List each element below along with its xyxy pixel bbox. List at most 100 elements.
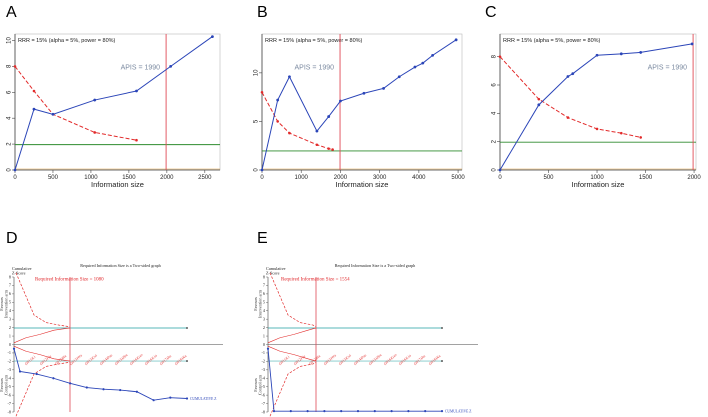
- tsa-boundary-upper: [15, 272, 71, 328]
- boundary-point: [315, 143, 319, 147]
- x-tick-label: 5000: [451, 175, 465, 181]
- tsa-favours-top: FavoursIntervention arm: [0, 289, 9, 318]
- tsa-end-label: CUMULATIVE Z: [445, 410, 471, 414]
- cumulative-z-point: [690, 42, 694, 46]
- cumulative-z-point: [498, 168, 502, 172]
- tsa-y-tick-label: -4: [262, 376, 266, 381]
- apis-label: APIS = 1990: [295, 64, 335, 71]
- tsa-z-label-line: Cumulative: [266, 266, 286, 271]
- x-tick-label: 2500: [198, 175, 212, 181]
- x-tick-label: 0: [260, 175, 264, 181]
- cumulative-z-point: [421, 61, 425, 65]
- tsa-y-tick-label: 4: [9, 308, 12, 313]
- tsa-study-label: (2017)Jin: [159, 354, 172, 366]
- tsa-y-tick-label: 0: [9, 342, 11, 347]
- tsa-y-tick-label: -8: [262, 409, 266, 414]
- tsa-study-label: (2015)Zhu: [114, 353, 129, 366]
- x-tick-label: 1500: [639, 175, 653, 181]
- y-tick-label: 5: [254, 119, 260, 123]
- cumulative-z-point: [169, 64, 173, 68]
- cumulative-z-point: [260, 168, 264, 172]
- boundary-point: [639, 136, 642, 139]
- tsa-study-label: (2013)Cui: [84, 353, 98, 366]
- cumulative-z-point: [211, 35, 214, 38]
- y-tick-label: 0: [7, 168, 13, 172]
- tsa-ris-label: Required Information Size = 1554: [281, 278, 350, 283]
- y-tick-label: 8: [7, 64, 13, 68]
- tsa-favours-top-line: Intervention arm: [258, 289, 263, 318]
- x-tick-label: 0: [13, 175, 17, 181]
- cumulative-z-line: [14, 36, 213, 171]
- tsa-favours-top-line: Intervention arm: [4, 289, 9, 318]
- tsa-y-tick-label: -7: [8, 401, 12, 406]
- x-axis-label: Information size: [336, 180, 389, 189]
- cumulative-z-point: [276, 98, 280, 102]
- cumulative-z-point: [619, 52, 623, 56]
- boundary-point: [276, 120, 279, 123]
- tsa-z-label: Cumulative Z-Score: [266, 266, 286, 276]
- y-tick-label: 2: [7, 142, 13, 146]
- tsa-y-tick-label: -1: [8, 350, 12, 355]
- y-tick-label: 6: [492, 83, 498, 87]
- tsa-futility-lower: [267, 345, 317, 362]
- tsa-y-tick-label: 5: [9, 300, 11, 305]
- tsa-study-label: (2012)Yu: [293, 354, 306, 366]
- tsa-y-tick-label: 5: [263, 300, 265, 305]
- y-tick-label: 6: [7, 90, 13, 94]
- boundary-point: [619, 131, 623, 135]
- tsa-cumulative-z-line: [267, 348, 442, 412]
- tsa-study-label: (2013)Cui: [338, 353, 352, 366]
- tsa-y-tick-label: 3: [263, 316, 265, 321]
- cumulative-z-line: [261, 39, 457, 171]
- cumulative-z-point: [315, 129, 319, 133]
- boundary-line: [14, 66, 137, 141]
- tsa-study-label: (2014)Pan: [99, 353, 113, 366]
- tsa-y-tick-label: 1: [263, 333, 265, 338]
- tsa-favours-top: FavoursIntervention arm: [253, 289, 263, 318]
- tsa-favours-top-line: Favours: [253, 297, 258, 311]
- tsa-cumulative-z-point: [323, 410, 326, 413]
- chart-a: 0 500 1000 1500 2000 2500 0 2 4 6 8 10 Information s…: [7, 33, 221, 189]
- tsa-cumulative-z-point: [169, 396, 172, 399]
- tsa-favours-bottom: FavoursControl arm: [0, 374, 9, 395]
- tsa-study-label: (2016)Liu: [398, 353, 412, 366]
- tsa-sig-end-dot: [186, 360, 188, 362]
- x-axis-label: Information size: [91, 180, 144, 189]
- tsa-cumulative-z-point: [69, 382, 72, 385]
- boundary-point: [135, 138, 138, 142]
- cumulative-z-point: [327, 115, 331, 118]
- cumulative-z-point: [413, 65, 417, 69]
- cumulative-z-point: [454, 38, 458, 42]
- apis-label: APIS = 1990: [648, 64, 688, 71]
- panel-label-b: B: [257, 4, 268, 21]
- x-tick-label: 1000: [295, 175, 309, 181]
- tsa-y-tick-label: -3: [262, 367, 266, 372]
- cumulative-z-point: [339, 99, 342, 103]
- chart-subtitle: RRR = 15% (alpha = 5%, power = 80%): [503, 38, 601, 44]
- tsa-boundary-lower: [269, 361, 317, 417]
- tsa-favours-bottom-line: Favours: [253, 378, 258, 392]
- cumulative-z-point: [639, 51, 643, 54]
- boundary-point: [566, 116, 570, 119]
- tsa-study-label: (2015)Zhu: [368, 353, 383, 366]
- plot-frame: [14, 33, 221, 171]
- x-tick-label: 2000: [160, 175, 174, 181]
- tsa-boundary-upper: [269, 272, 317, 328]
- tsa-y-tick-label: 6: [9, 291, 11, 296]
- tsa-cumulative-z-point: [440, 410, 444, 413]
- tsa-cumulative-z-point: [373, 410, 376, 413]
- cumulative-z-point: [595, 53, 599, 57]
- y-tick-label: 4: [492, 111, 498, 115]
- boundary-point: [331, 148, 334, 151]
- tsa-cumulative-z-point: [102, 388, 105, 391]
- tsa-y-tick-label: 4: [263, 308, 266, 313]
- tsa-y-tick-label: -2: [8, 359, 12, 364]
- tsa-favours-bottom-line: Control arm: [4, 374, 9, 395]
- panel-label-e: E: [257, 230, 268, 247]
- panel-label-d: D: [6, 230, 18, 247]
- tsa-end-label: CUMULATIVE Z: [190, 397, 216, 401]
- cumulative-z-point: [32, 107, 36, 111]
- tsa-y-tick-label: 8: [263, 274, 265, 279]
- boundary-point: [32, 89, 36, 93]
- tsa-y-tick-label: 6: [263, 291, 265, 296]
